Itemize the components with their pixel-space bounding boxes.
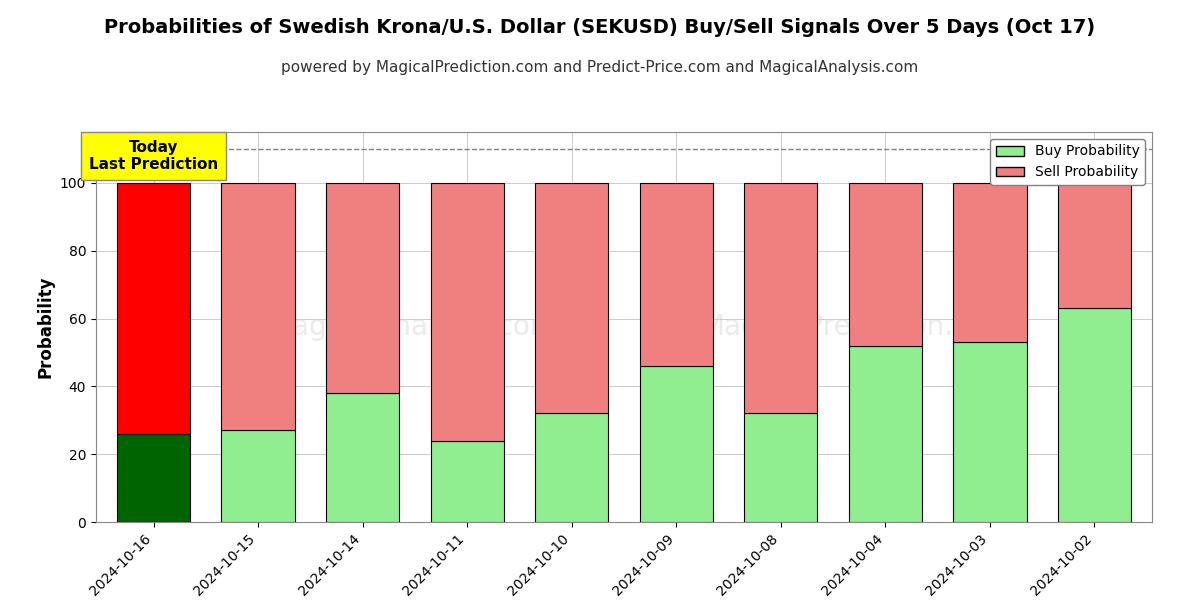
Bar (848, 346, 922, 522)
Text: powered by MagicalPrediction.com and Predict-Price.com and MagicalAnalysis.com: powered by MagicalPrediction.com and Pre… (281, 60, 919, 75)
Bar (953, 342, 1026, 522)
Bar (116, 183, 190, 434)
Bar (535, 183, 608, 413)
Bar (848, 183, 922, 346)
Legend: Buy Probability, Sell Probability: Buy Probability, Sell Probability (990, 139, 1145, 185)
Bar (640, 183, 713, 366)
Y-axis label: Probability: Probability (36, 276, 54, 378)
Bar (222, 430, 295, 522)
Text: Probabilities of Swedish Krona/U.S. Dollar (SEKUSD) Buy/Sell Signals Over 5 Days: Probabilities of Swedish Krona/U.S. Doll… (104, 18, 1096, 37)
Bar (326, 183, 400, 393)
Bar (431, 440, 504, 522)
Text: Today
Last Prediction: Today Last Prediction (89, 140, 218, 172)
Text: MagicalAnalysis.com: MagicalAnalysis.com (269, 313, 557, 341)
Bar (744, 183, 817, 413)
Bar (744, 413, 817, 522)
Bar (326, 393, 400, 522)
Bar (535, 413, 608, 522)
Text: MagicalPrediction.com: MagicalPrediction.com (700, 313, 1013, 341)
Bar (1058, 308, 1132, 522)
Bar (431, 183, 504, 440)
Bar (1058, 183, 1132, 308)
Bar (953, 183, 1026, 342)
Bar (640, 366, 713, 522)
Bar (116, 434, 190, 522)
Bar (222, 183, 295, 430)
